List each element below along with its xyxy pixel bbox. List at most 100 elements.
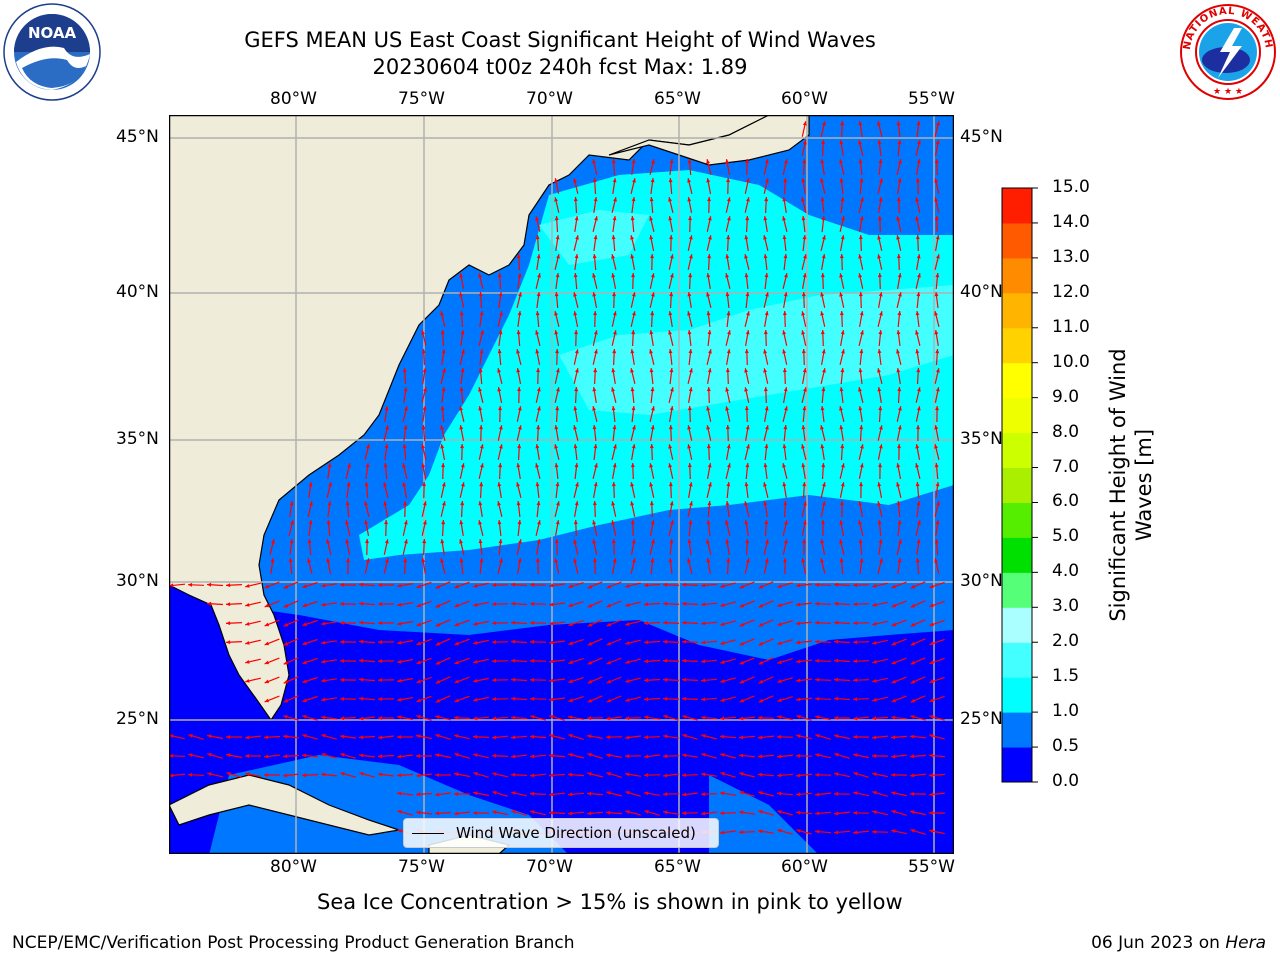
wind-arrow-head (497, 273, 502, 278)
wind-arrow-head (878, 444, 883, 449)
wind-arrow-head (682, 658, 687, 663)
wind-arrow-head (783, 558, 787, 563)
wind-arrow-head (744, 520, 749, 525)
wind-arrow-head (706, 558, 711, 563)
wind-arrow-head (689, 501, 693, 506)
wind-arrow-head (630, 349, 635, 354)
wind-arrow-head (422, 368, 427, 373)
wind-arrow-head (891, 584, 896, 589)
wind-arrow-head (568, 698, 573, 703)
wind-arrow-head (549, 621, 554, 626)
wind-arrow-head (364, 501, 368, 506)
wind-arrow-head (492, 772, 497, 776)
wind-arrow-head (782, 368, 787, 373)
wind-arrow-head (758, 754, 763, 759)
wind-arrow-head (537, 520, 541, 525)
wind-arrow-head (498, 539, 503, 544)
wind-arrow-head (283, 773, 288, 778)
colorbar-tick-label: 3.0 (1052, 596, 1080, 617)
wind-arrow-head (402, 482, 407, 487)
wind-arrow-head (549, 583, 554, 588)
wind-arrow-head (478, 520, 482, 525)
wind-arrow-head (340, 659, 345, 663)
wind-arrow-head (701, 583, 706, 588)
wind-arrow-head (302, 698, 307, 703)
wind-arrow-head (744, 273, 749, 278)
wind-arrow-head (834, 696, 839, 701)
wind-arrow-head (384, 539, 389, 544)
wind-arrow-head (345, 539, 350, 544)
wind-arrow-head (556, 501, 560, 506)
wind-arrow-head (783, 387, 788, 392)
wind-arrow-head (625, 679, 630, 683)
wind-arrow-head (378, 754, 383, 759)
wind-arrow-head (725, 254, 730, 259)
wind-arrow-head (492, 735, 497, 740)
colorbar-segment (1002, 222, 1032, 259)
wind-arrow-head (402, 444, 407, 449)
wind-arrow-head (555, 406, 560, 411)
wind-arrow-head (321, 659, 326, 664)
wind-arrow-head (858, 501, 863, 506)
wind-arrow-head (720, 753, 725, 757)
wind-arrow-head (397, 640, 402, 645)
wind-arrow-head (858, 121, 863, 126)
wind-arrow-head (725, 292, 730, 297)
wind-arrow-head (934, 444, 938, 449)
wind-arrow-head (891, 791, 896, 796)
wind-arrow-head (226, 753, 231, 758)
lon-tick-bottom: 70°W (526, 857, 573, 877)
wind-arrow-head (644, 791, 649, 796)
wind-arrow-head (403, 558, 408, 563)
wind-arrow-head (706, 273, 711, 278)
wind-arrow-head (796, 621, 801, 626)
wind-arrow-head (720, 734, 725, 739)
wind-arrow-head (877, 121, 881, 126)
wind-arrow-head (383, 463, 388, 468)
wind-arrow-head (402, 368, 407, 373)
wind-arrow-head (568, 603, 573, 608)
wind-arrow-head (777, 791, 782, 796)
wind-arrow-head (454, 772, 459, 777)
wind-arrow-head (840, 444, 845, 449)
wind-arrow-head (650, 558, 655, 563)
wind-arrow-head (492, 583, 497, 587)
wind-arrow-head (726, 178, 730, 183)
wind-arrow-head (877, 273, 882, 278)
wind-arrow-head (834, 601, 839, 606)
wind-arrow-head (687, 292, 692, 297)
wind-arrow-head (473, 734, 478, 739)
wind-arrow-head (687, 558, 691, 563)
wind-arrow-head (606, 791, 611, 795)
wind-arrow-head (726, 349, 731, 354)
wind-arrow-head (630, 235, 634, 240)
wind-arrow-head (592, 558, 597, 563)
wind-arrow-head (422, 406, 427, 411)
wind-arrow-head (359, 716, 364, 721)
wind-arrow-head (936, 368, 940, 373)
wind-arrow-head (720, 603, 725, 607)
wind-arrow-head (706, 539, 710, 544)
wind-arrow-head (853, 678, 858, 683)
wind-arrow-head (302, 641, 307, 646)
wind-arrow-head (720, 622, 725, 626)
wind-arrow-head (606, 603, 612, 608)
wind-arrow-head (896, 463, 901, 468)
wind-arrow-head (403, 387, 408, 392)
wind-arrow-head (516, 254, 521, 259)
wind-arrow-head (611, 273, 616, 278)
wind-arrow-head (302, 734, 307, 738)
wind-arrow-head (708, 235, 712, 240)
wind-arrow-head (891, 715, 896, 720)
wind-arrow-head (801, 216, 806, 221)
wind-arrow-head (815, 601, 820, 606)
wind-arrow-head (934, 558, 938, 563)
wind-arrow-head (492, 716, 497, 721)
wind-arrow-head (910, 792, 915, 796)
wind-arrow-head (745, 216, 750, 221)
wind-arrow-head (777, 660, 782, 664)
colorbar-segment (1002, 397, 1032, 434)
wind-arrow-head (594, 463, 598, 468)
wind-arrow-head (554, 292, 559, 297)
wind-arrow-head (815, 639, 820, 644)
